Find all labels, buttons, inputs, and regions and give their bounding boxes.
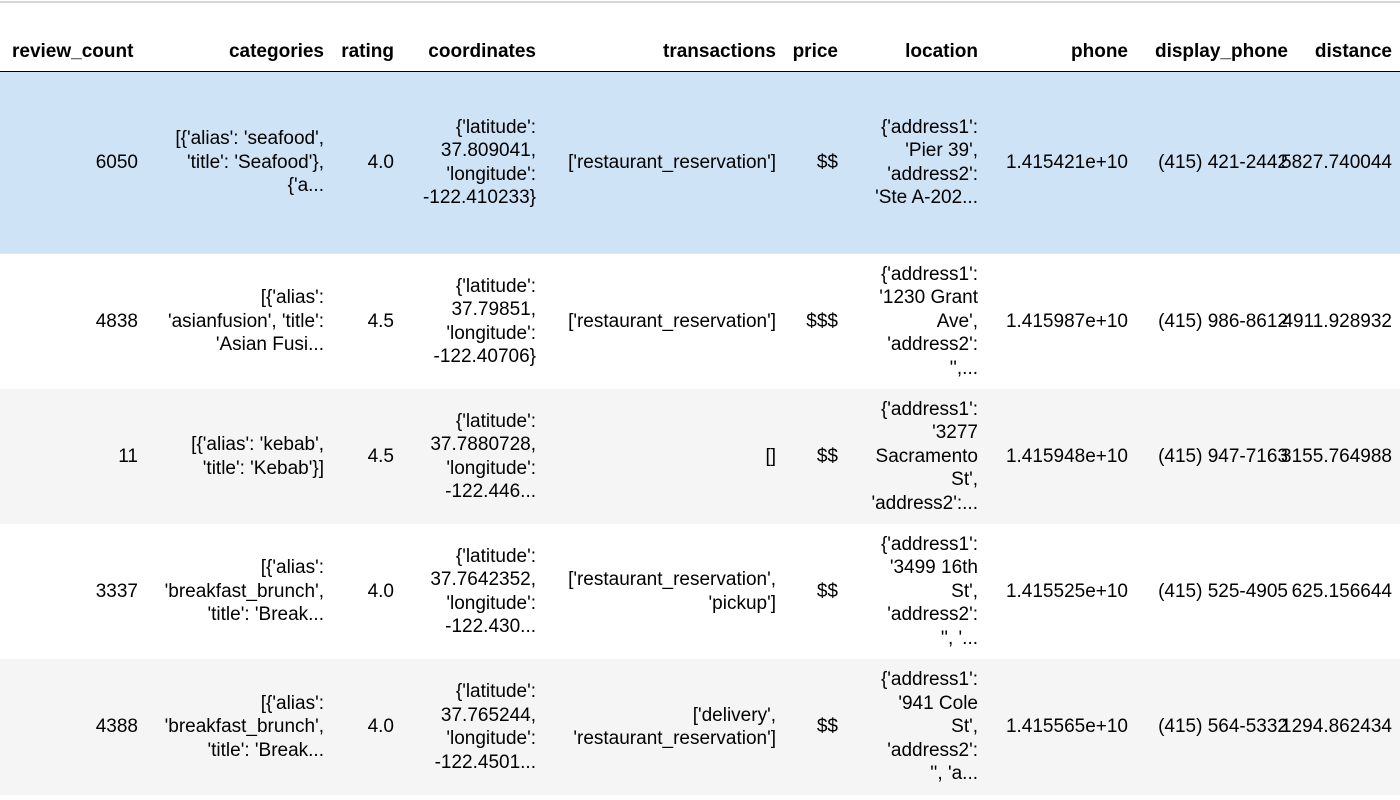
cell-price: $$ [784, 389, 846, 524]
cell-coordinates: {'latitude': 37.79851, 'longitude': -122… [402, 254, 544, 389]
header-rating: rating [332, 32, 402, 72]
header-categories: categories [146, 32, 332, 72]
cell-phone: 1.415421e+10 [986, 72, 1136, 254]
cell-phone: 1.415565e+10 [986, 659, 1136, 795]
cell-rating: 4.5 [332, 389, 402, 524]
cell-review-count: 3337 [0, 524, 146, 659]
cell-price: $$ [784, 524, 846, 659]
cell-distance: 5827.740044 [1281, 72, 1400, 254]
cell-transactions: ['restaurant_reservation'] [544, 254, 784, 389]
cell-price: $$$ [784, 254, 846, 389]
cell-location: {'address1': 'Pier 39', 'address2': 'Ste… [846, 72, 986, 254]
cell-categories: [{'alias': 'breakfast_brunch', 'title': … [146, 524, 332, 659]
cell-phone: 1.415987e+10 [986, 254, 1136, 389]
header-distance: distance [1296, 32, 1400, 72]
cell-categories: [{'alias': 'seafood', 'title': 'Seafood'… [146, 72, 332, 254]
cell-review-count: 4838 [0, 254, 146, 389]
cell-location: {'address1': '1230 Grant Ave', 'address2… [846, 254, 986, 389]
cell-rating: 4.0 [332, 524, 402, 659]
cell-categories: [{'alias': 'breakfast_brunch', 'title': … [146, 659, 332, 795]
cell-distance: 1294.862434 [1281, 659, 1400, 795]
header-display-phone: display_phone [1136, 32, 1296, 72]
cell-coordinates: {'latitude': 37.809041, 'longitude': -12… [402, 72, 544, 254]
cell-rating: 4.0 [332, 659, 402, 795]
cell-phone: 1.415525e+10 [986, 524, 1136, 659]
cell-location: {'address1': '3499 16th St', 'address2':… [846, 524, 986, 659]
cell-phone: 1.415948e+10 [986, 389, 1136, 524]
header-location: location [846, 32, 986, 72]
cell-coordinates: {'latitude': 37.765244, 'longitude': -12… [402, 659, 544, 795]
header-transactions: transactions [544, 32, 784, 72]
cell-display-phone: (415) 947-7163 [1136, 389, 1296, 524]
cell-location: {'address1': '3277 Sacramento St', 'addr… [846, 389, 986, 524]
cell-price: $$ [784, 659, 846, 795]
cell-review-count: 4388 [0, 659, 146, 795]
cell-transactions: [] [544, 389, 784, 524]
dataframe-table: review_count categories rating coordinat… [0, 32, 1400, 795]
header-price: price [784, 32, 846, 72]
cell-rating: 4.5 [332, 254, 402, 389]
cell-transactions: ['restaurant_reservation', 'pickup'] [544, 524, 784, 659]
header-phone: phone [986, 32, 1136, 72]
header-coordinates: coordinates [402, 32, 544, 72]
cell-rating: 4.0 [332, 72, 402, 254]
cell-display-phone: (415) 525-4905 [1136, 524, 1296, 659]
cell-review-count: 11 [0, 389, 146, 524]
cell-categories: [{'alias': 'kebab', 'title': 'Kebab'}] [146, 389, 332, 524]
cell-distance: 4911.928932 [1282, 254, 1400, 389]
cell-display-phone: (415) 564-5332 [1136, 659, 1296, 795]
cell-coordinates: {'latitude': 37.7880728, 'longitude': -1… [402, 389, 544, 524]
cell-distance: 3155.764988 [1281, 389, 1400, 524]
cell-price: $$ [784, 72, 846, 254]
cell-review-count: 6050 [0, 72, 146, 254]
cell-display-phone: (415) 421-2442 [1136, 72, 1296, 254]
header-review-count: review_count [0, 32, 146, 72]
cell-transactions: ['delivery', 'restaurant_reservation'] [544, 659, 784, 795]
cell-distance: 625.156644 [1292, 524, 1400, 659]
cell-coordinates: {'latitude': 37.7642352, 'longitude': -1… [402, 524, 544, 659]
cell-categories: [{'alias': 'asianfusion', 'title': 'Asia… [146, 254, 332, 389]
cell-display-phone: (415) 986-8612 [1136, 254, 1296, 389]
top-border [0, 1, 1400, 3]
cell-transactions: ['restaurant_reservation'] [544, 72, 784, 254]
cell-location: {'address1': '941 Cole St', 'address2': … [846, 659, 986, 795]
